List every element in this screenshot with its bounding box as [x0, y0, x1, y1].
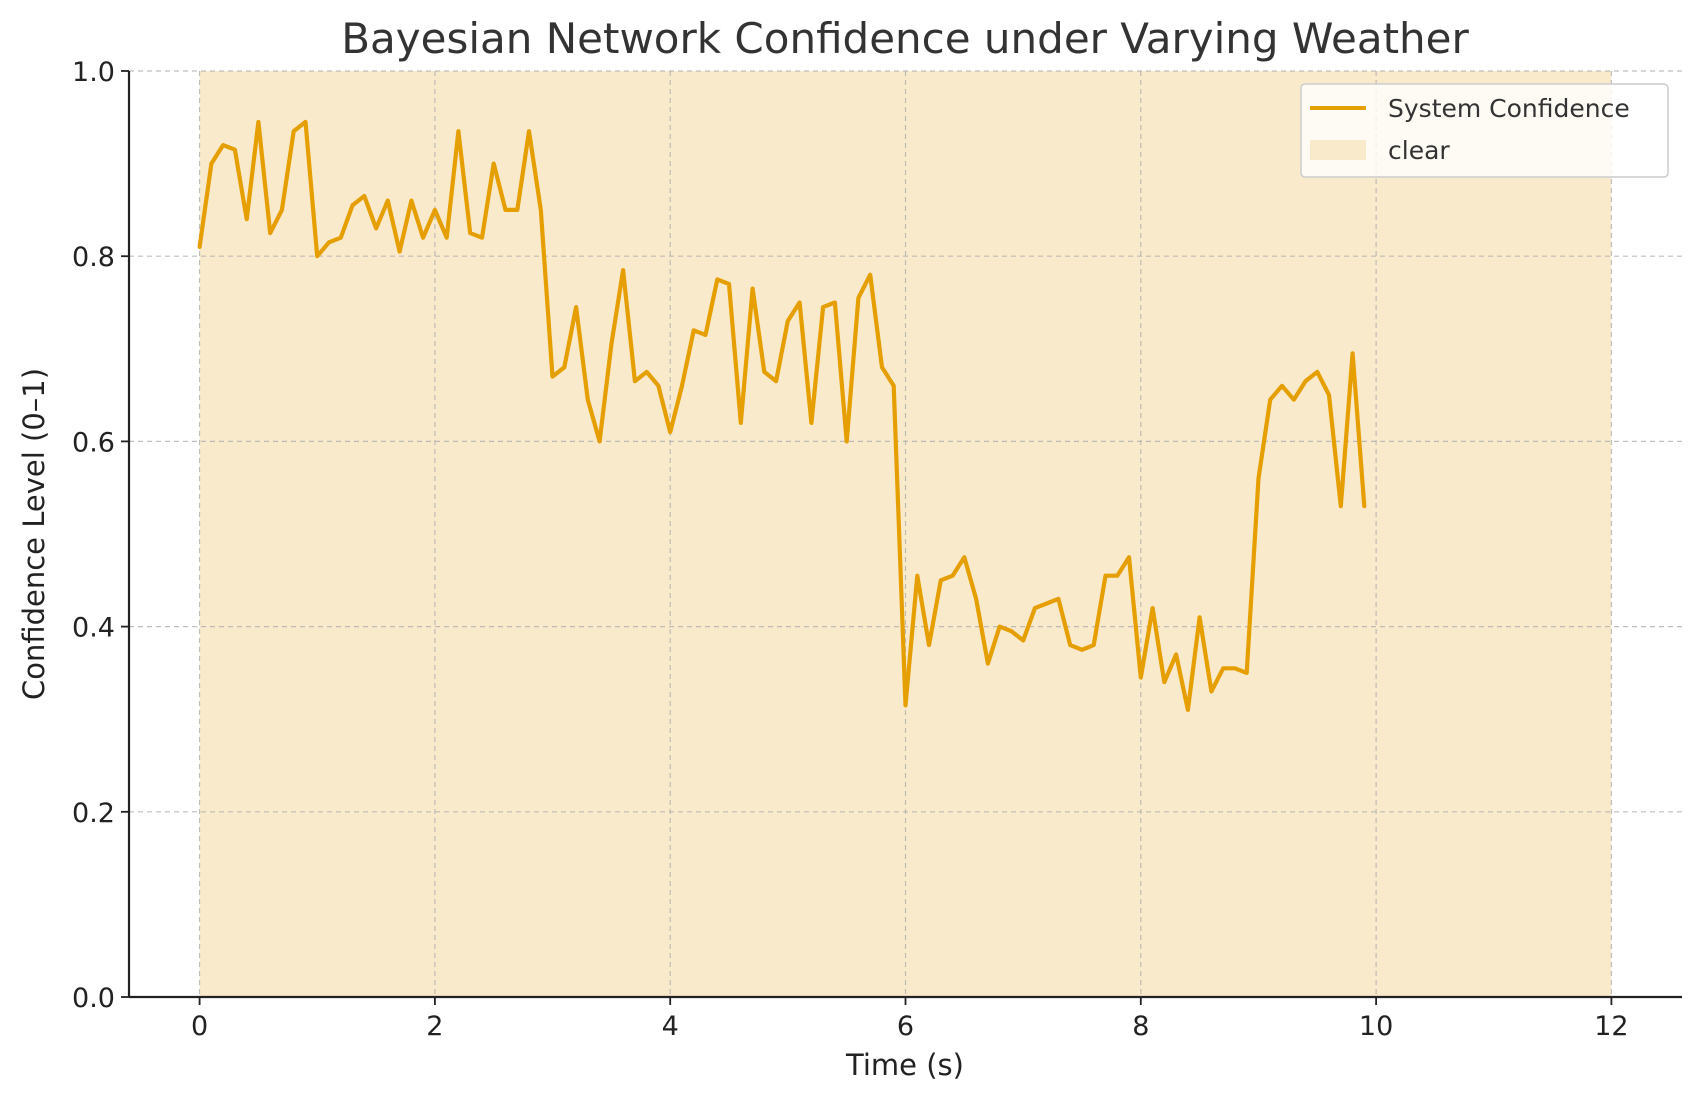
x-tick-label: 4	[662, 1011, 679, 1042]
x-tick-label: 10	[1359, 1011, 1393, 1042]
y-tick-label: 0.4	[72, 613, 115, 644]
x-axis-label: Time (s)	[845, 1048, 964, 1082]
legend: System Confidence clear	[1300, 83, 1669, 178]
y-tick-label: 0.6	[72, 427, 115, 458]
y-tick-label: 0.0	[72, 983, 115, 1014]
x-tick-label: 2	[426, 1011, 443, 1042]
y-axis-label: Confidence Level (0–1)	[17, 368, 51, 700]
series-line-system-confidence	[197, 119, 1367, 713]
chart-title: Bayesian Network Confidence under Varyin…	[341, 14, 1469, 63]
y-ticks: 0.0 0.2 0.4 0.6 0.8 1.0	[72, 57, 129, 1014]
y-tick-label: 0.2	[72, 798, 115, 829]
legend-band-swatch	[1310, 140, 1366, 160]
x-tick-label: 12	[1594, 1011, 1628, 1042]
x-tick-label: 0	[191, 1011, 208, 1042]
series-layer	[197, 119, 1367, 713]
y-tick-label: 1.0	[72, 57, 115, 88]
y-tick-label: 0.8	[72, 242, 115, 273]
x-ticks: 0 2 4 6 8 10 12	[191, 997, 1629, 1042]
x-tick-label: 8	[1132, 1011, 1149, 1042]
legend-label-series: System Confidence	[1388, 94, 1630, 123]
legend-label-band: clear	[1388, 136, 1450, 165]
legend-box	[1300, 83, 1669, 178]
x-tick-label: 6	[897, 1011, 914, 1042]
